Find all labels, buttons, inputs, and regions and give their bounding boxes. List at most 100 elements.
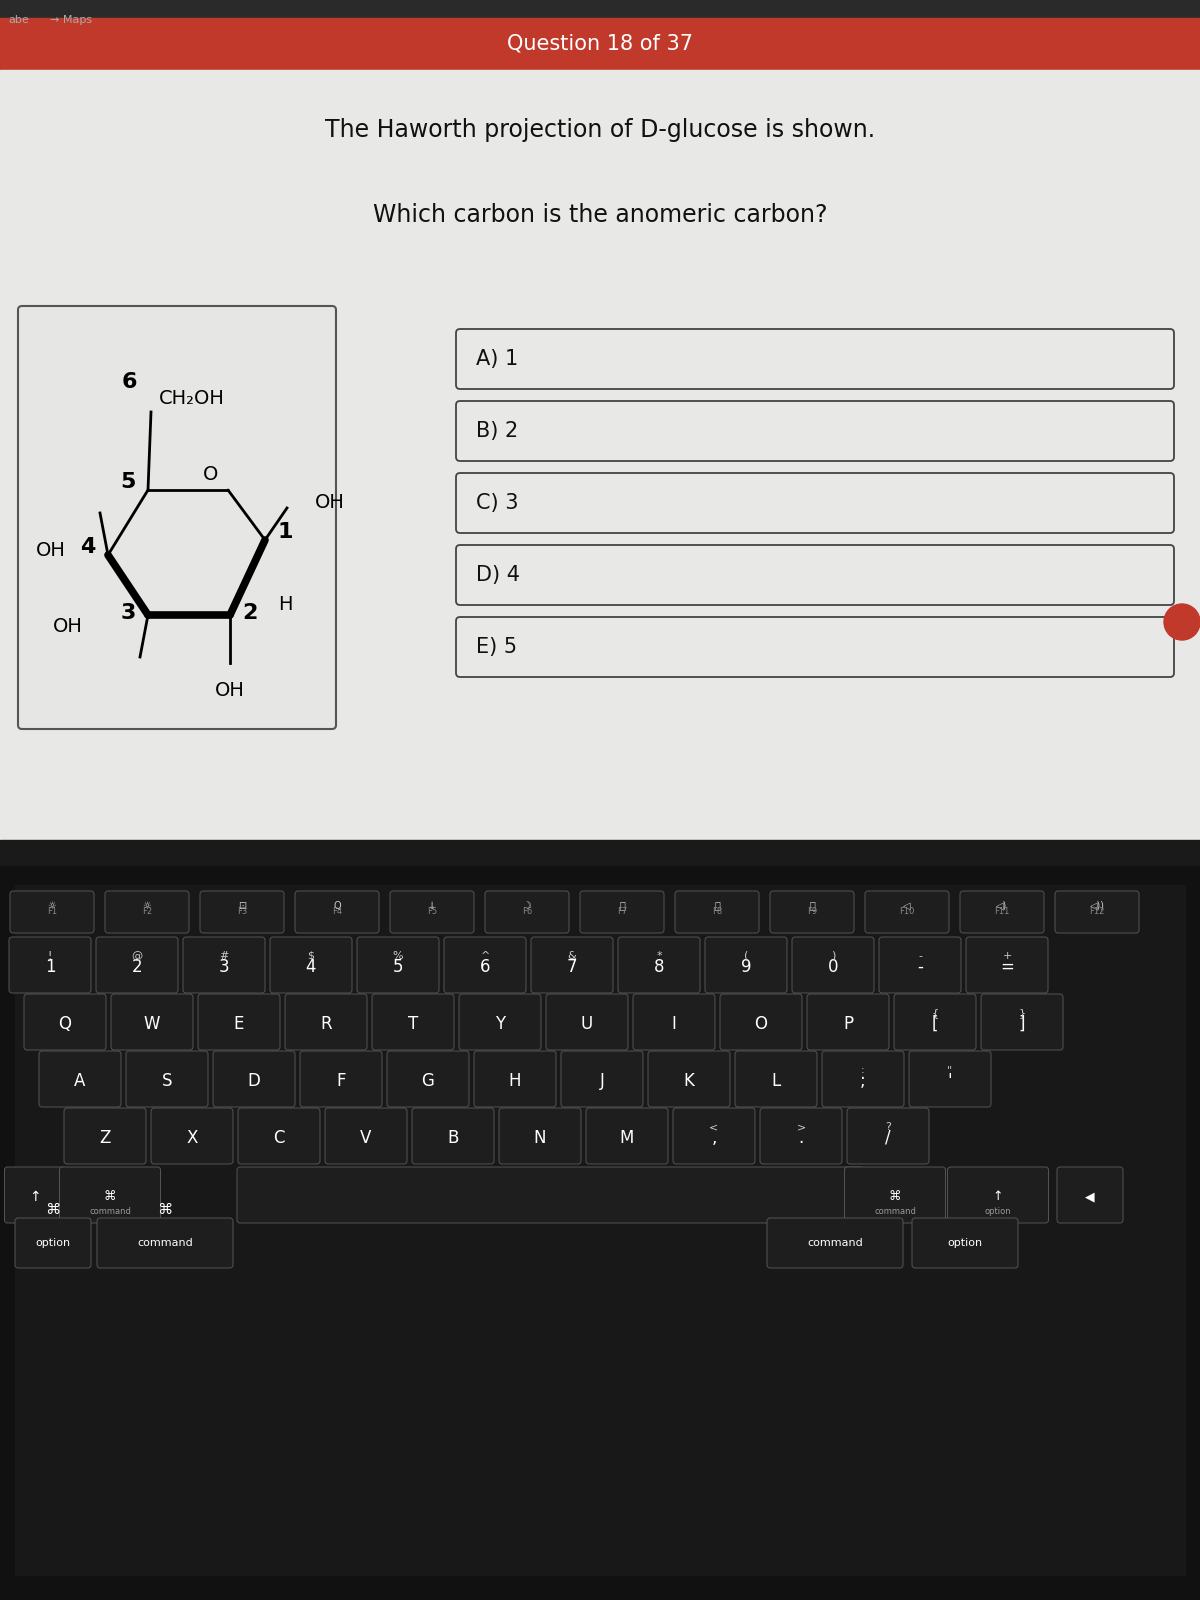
Text: ⌘: ⌘ xyxy=(46,1203,61,1218)
Bar xyxy=(14,885,1186,1574)
FancyBboxPatch shape xyxy=(910,1051,991,1107)
Text: N: N xyxy=(534,1130,546,1147)
FancyBboxPatch shape xyxy=(10,938,91,994)
Text: ;: ; xyxy=(860,1072,866,1090)
Text: abe: abe xyxy=(8,14,29,26)
Text: ': ' xyxy=(948,1072,953,1090)
Text: 4: 4 xyxy=(306,958,317,976)
Text: R: R xyxy=(320,1014,332,1034)
FancyBboxPatch shape xyxy=(372,994,454,1050)
FancyBboxPatch shape xyxy=(822,1051,904,1107)
FancyBboxPatch shape xyxy=(586,1107,668,1165)
Text: F12: F12 xyxy=(1090,907,1105,917)
Text: !: ! xyxy=(48,950,52,962)
Text: Z: Z xyxy=(100,1130,110,1147)
Text: #: # xyxy=(220,950,229,962)
Text: C) 3: C) 3 xyxy=(476,493,518,514)
Text: D: D xyxy=(247,1072,260,1090)
Text: ⌘: ⌘ xyxy=(157,1203,173,1218)
FancyBboxPatch shape xyxy=(562,1051,643,1107)
Text: command: command xyxy=(89,1206,131,1216)
Text: 7: 7 xyxy=(566,958,577,976)
Text: C: C xyxy=(274,1130,284,1147)
FancyBboxPatch shape xyxy=(618,938,700,994)
Text: 1: 1 xyxy=(277,522,293,542)
FancyBboxPatch shape xyxy=(24,994,106,1050)
Text: -: - xyxy=(917,958,923,976)
Text: D) 4: D) 4 xyxy=(476,565,520,586)
Text: Q: Q xyxy=(334,901,341,910)
FancyBboxPatch shape xyxy=(580,891,664,933)
Text: F8: F8 xyxy=(712,907,722,917)
Text: ◁: ◁ xyxy=(904,901,911,910)
Text: H: H xyxy=(278,595,293,614)
Text: }: } xyxy=(1019,1008,1026,1018)
FancyBboxPatch shape xyxy=(238,1166,863,1222)
Text: F2: F2 xyxy=(142,907,152,917)
Text: =: = xyxy=(1000,958,1014,976)
FancyBboxPatch shape xyxy=(151,1107,233,1165)
Text: 2: 2 xyxy=(242,603,258,622)
FancyBboxPatch shape xyxy=(96,938,178,994)
Text: Q: Q xyxy=(59,1014,72,1034)
Text: P: P xyxy=(842,1014,853,1034)
Bar xyxy=(0,0,1200,32)
Text: F4: F4 xyxy=(332,907,342,917)
FancyBboxPatch shape xyxy=(456,618,1174,677)
Text: 1: 1 xyxy=(44,958,55,976)
FancyBboxPatch shape xyxy=(456,330,1174,389)
Bar xyxy=(0,840,1200,866)
Text: E) 5: E) 5 xyxy=(476,637,517,658)
Text: W: W xyxy=(144,1014,161,1034)
Text: (: ( xyxy=(744,950,748,962)
FancyBboxPatch shape xyxy=(912,1218,1018,1267)
FancyBboxPatch shape xyxy=(300,1051,382,1107)
FancyBboxPatch shape xyxy=(865,891,949,933)
Text: 3: 3 xyxy=(120,603,136,622)
Text: Which carbon is the anomeric carbon?: Which carbon is the anomeric carbon? xyxy=(373,203,827,227)
Text: command: command xyxy=(137,1238,193,1248)
FancyBboxPatch shape xyxy=(14,1218,91,1267)
Text: S: S xyxy=(162,1072,173,1090)
Text: K: K xyxy=(684,1072,695,1090)
FancyBboxPatch shape xyxy=(112,994,193,1050)
FancyBboxPatch shape xyxy=(847,1107,929,1165)
FancyBboxPatch shape xyxy=(1057,1166,1123,1222)
Text: 8: 8 xyxy=(654,958,665,976)
Text: H: H xyxy=(509,1072,521,1090)
Text: I: I xyxy=(672,1014,677,1034)
Text: F9: F9 xyxy=(806,907,817,917)
Text: ↑: ↑ xyxy=(29,1190,41,1203)
Text: The Haworth projection of D-glucose is shown.: The Haworth projection of D-glucose is s… xyxy=(325,118,875,142)
Text: → Maps: → Maps xyxy=(50,14,92,26)
Text: command: command xyxy=(874,1206,916,1216)
Text: 2: 2 xyxy=(132,958,143,976)
FancyBboxPatch shape xyxy=(295,891,379,933)
FancyBboxPatch shape xyxy=(845,1166,946,1222)
Text: B) 2: B) 2 xyxy=(476,421,518,442)
Text: E: E xyxy=(234,1014,244,1034)
Text: X: X xyxy=(186,1130,198,1147)
Text: F: F xyxy=(336,1072,346,1090)
Text: &: & xyxy=(568,950,576,962)
FancyBboxPatch shape xyxy=(894,994,976,1050)
FancyBboxPatch shape xyxy=(948,1166,1049,1222)
FancyBboxPatch shape xyxy=(767,1218,904,1267)
Text: A: A xyxy=(74,1072,85,1090)
Text: F10: F10 xyxy=(899,907,914,917)
Text: [: [ xyxy=(931,1014,938,1034)
FancyBboxPatch shape xyxy=(126,1051,208,1107)
FancyBboxPatch shape xyxy=(960,891,1044,933)
FancyBboxPatch shape xyxy=(38,1051,121,1107)
Text: $: $ xyxy=(307,950,314,962)
FancyBboxPatch shape xyxy=(456,546,1174,605)
FancyBboxPatch shape xyxy=(760,1107,842,1165)
Text: :: : xyxy=(862,1066,865,1075)
Text: F11: F11 xyxy=(995,907,1009,917)
Text: 9: 9 xyxy=(740,958,751,976)
Bar xyxy=(0,18,1200,70)
FancyBboxPatch shape xyxy=(5,1166,66,1222)
Text: T: T xyxy=(408,1014,418,1034)
Text: ): ) xyxy=(830,950,835,962)
Circle shape xyxy=(1164,603,1200,640)
